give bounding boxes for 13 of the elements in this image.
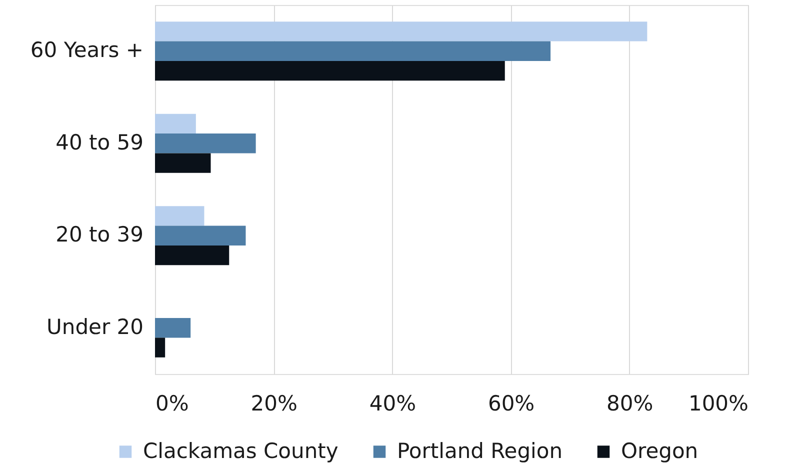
y-tick-label: 20 to 39 [56,222,144,247]
y-tick-label: 40 to 59 [56,130,144,154]
x-tick-label: 40% [369,392,416,416]
legend-label: Clackamas County [143,438,338,463]
legend-label: Oregon [621,438,698,463]
x-tick-label: 60% [488,392,535,416]
legend-label: Portland Region [397,438,563,463]
x-tick-label: 80% [606,392,654,416]
y-tick-label: 60 Years + [30,38,144,62]
y-tick-label: Under 20 [46,314,144,339]
x-tick-label: 20% [250,392,298,416]
x-tick-label: 100% [688,392,748,416]
x-tick-label: 0% [156,392,189,416]
